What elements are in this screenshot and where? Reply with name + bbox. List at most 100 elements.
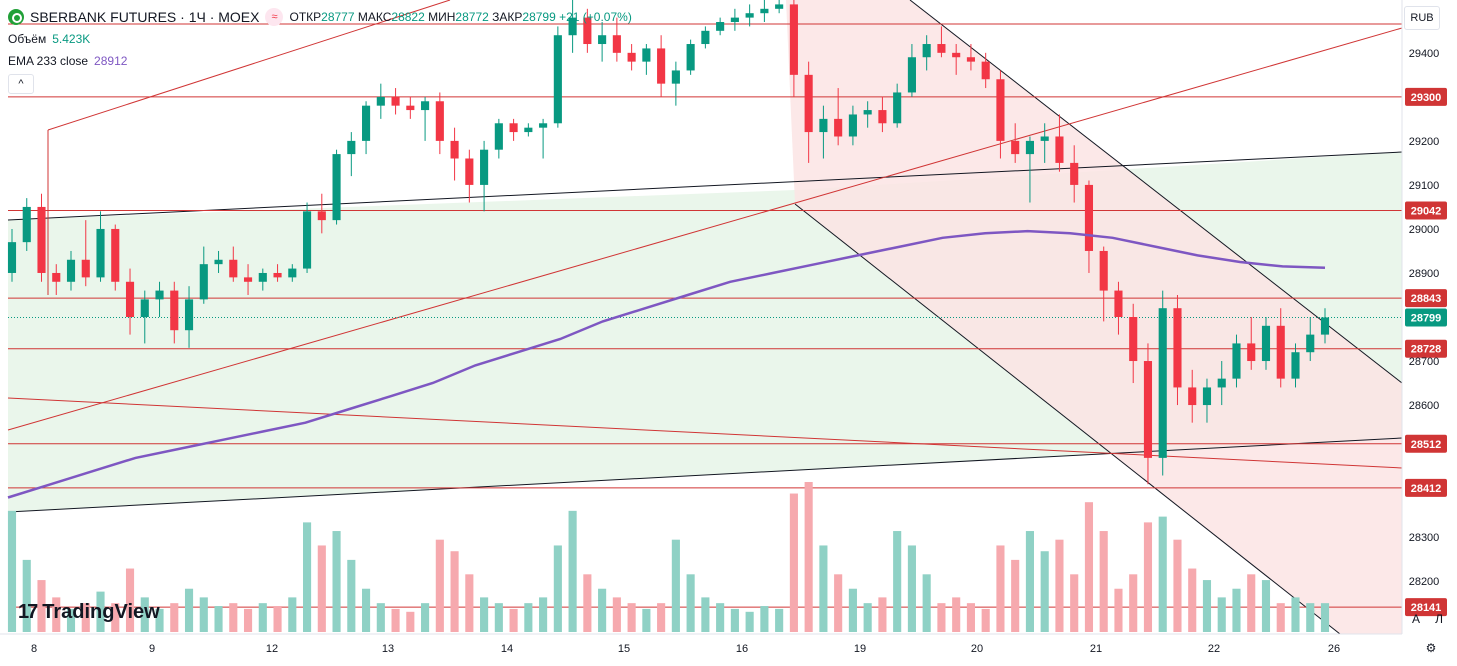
candle-body xyxy=(494,123,503,150)
price-tick-label: 29100 xyxy=(1409,180,1440,192)
candle-body xyxy=(332,154,341,221)
ema-indicator-label[interactable]: EMA 233 close xyxy=(8,54,89,68)
candle-body xyxy=(1320,317,1330,335)
volume-bar xyxy=(686,574,695,632)
candle-body xyxy=(435,101,444,141)
channel-line-down-upper xyxy=(909,0,1403,384)
candle-body xyxy=(509,123,518,133)
volume-bar xyxy=(1099,531,1108,632)
candle-body xyxy=(922,44,931,58)
volume-bar xyxy=(317,545,326,632)
settings-gear-icon[interactable]: ⚙ xyxy=(1425,641,1437,655)
candle-body xyxy=(775,4,784,9)
volume-bar xyxy=(288,597,297,632)
volume-bar xyxy=(1129,574,1138,632)
candle-body xyxy=(22,206,31,243)
price-tick-label: 29200 xyxy=(1409,136,1440,148)
candle-body xyxy=(642,48,651,62)
candle-body xyxy=(155,290,164,300)
candle-body xyxy=(937,44,946,53)
volume-bar xyxy=(1011,559,1020,632)
trendline-upper-black xyxy=(7,151,1403,221)
volume-bar xyxy=(716,603,725,632)
volume-bar xyxy=(834,574,843,632)
log-scale-button[interactable]: Л xyxy=(1435,612,1443,626)
candle-body xyxy=(229,259,238,278)
trendline-red-falling xyxy=(7,397,1403,469)
candle-body xyxy=(701,30,710,45)
candle-body xyxy=(568,17,577,36)
candle-body xyxy=(96,228,105,278)
volume-bar xyxy=(406,611,415,632)
volume-bar xyxy=(37,580,46,632)
volume-bar xyxy=(199,597,208,632)
time-tick-label: 22 xyxy=(1208,643,1220,655)
currency-selector[interactable]: RUB xyxy=(1404,6,1440,30)
volume-indicator-label[interactable]: Объём xyxy=(8,32,47,46)
session-badge-icon[interactable]: ≈ xyxy=(265,8,284,26)
time-tick-label: 26 xyxy=(1328,643,1340,655)
symbol-title[interactable]: SBERBANK FUTURES · 1Ч · MOEX xyxy=(30,9,260,25)
price-tick-label: 29400 xyxy=(1409,48,1440,60)
candle-body xyxy=(804,74,813,133)
volume-bar xyxy=(952,597,961,632)
time-tick-label: 15 xyxy=(618,643,630,655)
candle-body xyxy=(1306,334,1315,353)
candle-body xyxy=(878,110,887,124)
candle-body xyxy=(52,272,61,282)
price-tick-label: 28200 xyxy=(1409,576,1440,588)
volume-bar xyxy=(302,522,312,632)
volume-bar xyxy=(893,531,902,632)
candle-body xyxy=(848,114,857,137)
volume-bar xyxy=(1247,574,1256,632)
candle-body xyxy=(1099,250,1108,291)
volume-bar xyxy=(1084,502,1094,632)
candle-body xyxy=(480,149,489,185)
auto-scale-button[interactable]: A xyxy=(1411,612,1420,626)
channel-line-down-lower xyxy=(794,203,1341,635)
candle-body xyxy=(1025,140,1035,155)
tradingview-logo[interactable]: 17 TradingView xyxy=(18,601,160,624)
volume-bar xyxy=(1261,580,1271,632)
trendline-lower-black xyxy=(7,437,1403,513)
volume-bar xyxy=(981,608,990,632)
candle-body xyxy=(1291,352,1300,379)
volume-bar xyxy=(7,510,17,632)
volume-indicator-value: 5.423K xyxy=(52,32,91,46)
level-tag-29300: 29300 xyxy=(1411,92,1442,104)
volume-bar xyxy=(96,591,105,632)
collapse-legend-button[interactable]: ^ xyxy=(8,74,34,94)
volume-bar xyxy=(81,603,90,632)
volume-bar xyxy=(996,545,1005,632)
candle-body xyxy=(1173,308,1182,388)
volume-bar xyxy=(1114,588,1123,632)
volume-bar xyxy=(450,551,459,632)
volume-bar xyxy=(1202,580,1212,632)
price-tick-label: 28900 xyxy=(1409,268,1440,280)
ohlc-values: ОТКР28777 МАКС28822 МИН28772 ЗАКР28799 +… xyxy=(289,10,632,24)
volume-bar xyxy=(125,568,135,632)
volume-bar xyxy=(170,603,179,632)
level-tag-28412: 28412 xyxy=(1411,483,1442,495)
volume-bar xyxy=(553,545,562,632)
volume-bar xyxy=(494,603,503,632)
volume-bar xyxy=(1306,603,1315,632)
candle-body xyxy=(598,35,607,45)
candle-body xyxy=(1276,325,1285,379)
volume-bar xyxy=(966,603,975,632)
volume-bar xyxy=(848,588,857,632)
candle-body xyxy=(66,259,76,282)
axes-layer: 29300 29042 28843 28728 28512 28412 28141 28799… xyxy=(0,0,1447,655)
time-tick-label: 21 xyxy=(1090,643,1102,655)
volume-bar xyxy=(1291,597,1300,632)
candle-body xyxy=(273,272,282,278)
volume-bar xyxy=(229,603,238,632)
candle-body xyxy=(258,272,267,282)
volume-bar xyxy=(111,603,120,632)
volume-bar xyxy=(1070,574,1079,632)
volume-bar xyxy=(671,539,680,632)
level-tag-28843: 28843 xyxy=(1411,293,1442,305)
candle-body xyxy=(981,61,990,80)
volume-bar xyxy=(140,597,149,632)
